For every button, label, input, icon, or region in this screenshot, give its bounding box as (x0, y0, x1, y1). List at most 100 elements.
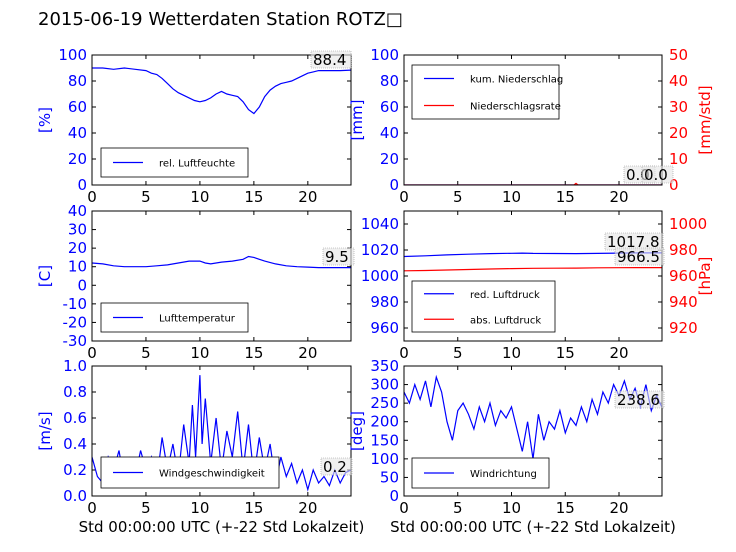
y-tick-label: 80 (380, 72, 399, 90)
y-tick-label: 60 (380, 98, 399, 116)
plot-frame (91, 210, 352, 342)
y-tick-label: 200 (370, 413, 399, 431)
x-tick-label: 15 (556, 344, 575, 362)
y-tick-label: 960 (370, 319, 399, 337)
legend-label: rel. Luftfeuchte (159, 159, 235, 170)
x-axis-label: Std 00:00:00 UTC (+-22 Std Lokalzeit) (390, 518, 676, 536)
legend: kum. Niederschlag Niederschlagsrate (411, 64, 563, 120)
x-tick-label: 15 (556, 499, 575, 517)
value-label-box (614, 390, 665, 409)
x-tick-label: 10 (502, 188, 521, 206)
legend-label: kum. Niederschlag (470, 75, 563, 86)
value-label: 0.2 (323, 458, 347, 476)
legend: rel. Luftfeuchte (100, 147, 249, 178)
x-tick-label: 5 (453, 188, 463, 206)
y-tick-label: 50 (380, 468, 399, 486)
x-tick-label: 5 (141, 344, 151, 362)
chart-temperature: 0 5 10 15 20-30-20-10010203040[C]Lufttempera… (36, 202, 355, 362)
y-tick-label-right: 10 (669, 150, 688, 168)
y-tick-label: 0.6 (63, 409, 87, 427)
y-tick-label: 0.4 (63, 435, 87, 453)
plot-frame (91, 54, 352, 186)
y-tick-label-right: 920 (669, 319, 698, 337)
y-tick-label: 1000 (361, 267, 399, 285)
plot-frame (403, 210, 663, 342)
y-tick-label: 0 (389, 487, 399, 505)
y-tick-label: 60 (68, 98, 87, 116)
series-line (404, 374, 662, 459)
x-tick-label: 20 (609, 344, 628, 362)
chart-windspeed: 0 5 10 15 20 0.0 0.2 0.4 0.6 0.8 1.0 [m/s] Std 00:00… (36, 357, 364, 536)
y-tick-label: 0.0 (63, 487, 87, 505)
y-tick-label: 30 (68, 221, 87, 239)
legend-label: Windrichtung (470, 469, 537, 480)
value-label: 0.0 (644, 166, 668, 184)
legend: Windrichtung (411, 457, 550, 489)
y-tick-label: -30 (63, 332, 88, 350)
x-tick-label: 15 (244, 188, 263, 206)
x-tick-label: 0 (399, 499, 409, 517)
legend: Windgeschwindigkeit (100, 456, 280, 489)
y-tick-label: 350 (370, 357, 399, 375)
series-line (92, 255, 351, 269)
chart-humidity: 0 5 10 15 20 0 20 40 60 80 100 [%] rel. Luftfeuchte 8… (36, 46, 352, 206)
y-tick-label-right: 20 (669, 124, 688, 142)
x-tick-label: 0 (399, 188, 409, 206)
y-tick-label: -20 (63, 313, 88, 331)
x-tick-label: 15 (556, 188, 575, 206)
legend-label: Lufttemperatur (159, 314, 236, 325)
plot-frame (403, 54, 663, 186)
series-line (404, 267, 662, 272)
y-axis-label: [C] (36, 265, 54, 287)
y-tick-label: 100 (58, 46, 87, 64)
x-tick-label: 15 (244, 499, 263, 517)
x-tick-label: 20 (298, 188, 317, 206)
chart-precipitation: 0 5 10 15 20 0 20 40 60 80 100 0 10 20 30 40 50 [mm] [mm/s… (348, 46, 714, 206)
legend-label: red. Luftdruck (470, 290, 540, 301)
y-axis-label-right: [mm/std] (696, 85, 714, 154)
x-tick-label: 20 (609, 499, 628, 517)
y-tick-label: 1.0 (63, 357, 87, 375)
value-label: 1017.8 (607, 233, 660, 251)
x-tick-label: 0 (399, 344, 409, 362)
x-tick-label: 5 (453, 499, 463, 517)
series-line (92, 67, 351, 115)
y-tick-label: 40 (68, 124, 87, 142)
y-tick-label: 10 (68, 258, 87, 276)
legend: Lufttemperatur (100, 302, 249, 333)
y-tick-label-right: 980 (669, 241, 698, 259)
y-tick-label: 0 (77, 276, 87, 294)
y-tick-label: 40 (68, 202, 87, 220)
x-tick-label: 10 (502, 499, 521, 517)
y-tick-label: 0.2 (63, 461, 87, 479)
y-tick-label-right: 40 (669, 72, 688, 90)
legend-label: Niederschlagsrate (470, 102, 561, 113)
y-tick-label: 40 (380, 124, 399, 142)
legend-box (411, 64, 560, 120)
x-tick-label: 5 (141, 499, 151, 517)
x-tick-label: 0 (87, 188, 97, 206)
y-tick-label: 100 (370, 46, 399, 64)
y-tick-label: 1040 (361, 215, 399, 233)
x-axis-label: Std 00:00:00 UTC (+-22 Std Lokalzeit) (79, 518, 365, 536)
value-label-box (320, 457, 353, 476)
x-tick-label: 10 (190, 344, 209, 362)
y-tick-label: 20 (68, 239, 87, 257)
value-label: 88.4 (313, 51, 346, 69)
chart-pressure: 0 5 10 15 20 960 980 1000 1020 1040 920 940 960 980 10… (361, 210, 714, 362)
legend-box (411, 280, 556, 333)
x-tick-label: 20 (298, 499, 317, 517)
x-tick-label: 5 (141, 188, 151, 206)
y-tick-label-right: 940 (669, 293, 698, 311)
y-tick-label-right: 50 (669, 46, 688, 64)
y-tick-label: 100 (370, 450, 399, 468)
value-label: 966.5 (617, 248, 660, 266)
legend-label: abs. Luftdruck (470, 315, 541, 326)
y-axis-label: [mm] (348, 100, 366, 141)
y-tick-label: 250 (370, 394, 399, 412)
y-tick-label-right: 0 (669, 176, 679, 194)
legend-label: Windgeschwindigkeit (159, 469, 265, 480)
x-tick-label: 10 (190, 499, 209, 517)
